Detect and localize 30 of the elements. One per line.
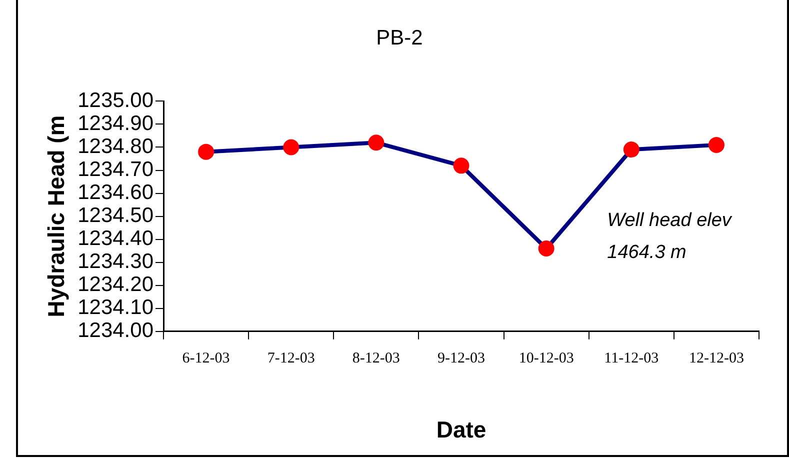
x-tick-label: 8-12-03 [352,350,400,366]
y-tick-label: 1234.00 [78,319,154,342]
y-tick-label: 1234.60 [78,181,154,204]
y-tick-label: 1234.30 [78,250,154,274]
point [368,134,384,151]
y-axis-title: Hydraulic Head (m [43,115,70,318]
point [453,158,470,174]
x-tick-label: 10-12-03 [518,350,574,366]
y-tick-label: 1234.70 [78,158,154,182]
y-tick-label: 1234.40 [78,227,154,250]
x-axis-title: Date [436,416,486,443]
annotation: 1464.3 m [607,242,686,264]
x-tick-label: 9-12-03 [438,350,486,366]
y-tick-label: 1234.90 [78,112,154,136]
x-tick-label: 12-12-03 [688,350,744,366]
x-tick-label: 11-12-03 [604,350,659,366]
y-tick-label: 1234.10 [78,296,154,320]
y-tick-label: 1234.50 [78,204,154,228]
annotation: Well head elev [607,210,733,232]
chart-title: PB-2 [376,26,423,50]
point [283,139,300,156]
x-tick-label: 6-12-03 [182,350,230,366]
y-tick-label: 1235.00 [78,88,154,112]
point [708,136,724,153]
x-tick-label: 7-12-03 [267,350,315,366]
point [198,144,214,160]
point [623,142,640,158]
y-tick-label: 1234.20 [78,273,154,296]
y-tick-label: 1234.80 [78,135,154,158]
point [538,240,554,257]
